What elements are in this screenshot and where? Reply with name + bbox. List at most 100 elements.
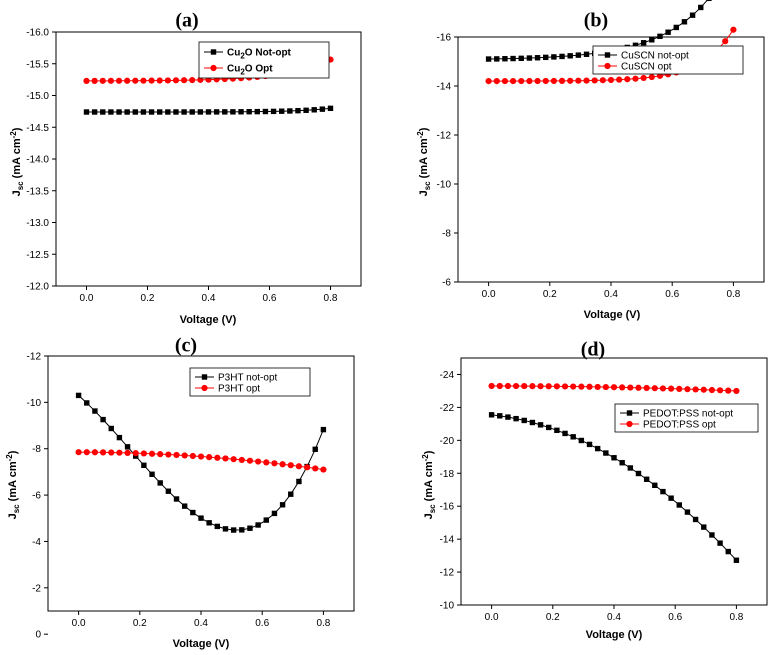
data-point: [108, 449, 115, 456]
series-line: [491, 414, 737, 561]
panel-b: (b) 0.0 0.2 0.4 0.6 0.8 -6 -8 -10 -12 -14 -16 Voltag…: [416, 0, 765, 321]
data-point: [263, 517, 269, 523]
data-point: [632, 75, 639, 82]
y-title-close: ): [7, 450, 19, 454]
y-tick-label: -12.5: [26, 250, 49, 261]
data-point: [91, 77, 98, 84]
y-title-subscript: sc: [423, 181, 432, 190]
data-point: [529, 383, 536, 390]
data-point: [279, 502, 286, 508]
panel-label: (a): [175, 10, 198, 32]
x-tick-label: 0.2: [141, 293, 155, 304]
legend-marker: [626, 420, 633, 428]
data-point: [529, 419, 536, 426]
y-axis-title: Jsc (mA cm-2): [421, 450, 437, 519]
x-tick-label: 0.6: [255, 618, 269, 629]
data-point: [676, 385, 683, 393]
data-point: [488, 412, 495, 418]
data-point: [567, 77, 574, 84]
data-point: [246, 109, 252, 115]
y-title-unit: (mA cm: [418, 138, 430, 181]
x-axis-title: Voltage (V): [173, 638, 230, 650]
data-point: [640, 40, 647, 46]
data-point: [698, 4, 704, 11]
y-title-unit: (mA cm: [11, 138, 23, 181]
data-point: [222, 526, 229, 532]
data-point: [132, 450, 139, 457]
legend-marker: [210, 49, 217, 55]
legend-marker: [604, 62, 611, 70]
series-pedot-pss-not-opt: [488, 412, 740, 563]
data-point: [99, 449, 107, 456]
data-point: [561, 383, 569, 390]
data-point: [603, 450, 609, 456]
x-tick-label: 0.6: [263, 293, 277, 304]
x-tick-label: 0.4: [194, 618, 208, 629]
data-point: [537, 422, 544, 428]
data-point: [288, 491, 294, 497]
legend-marker: [626, 410, 633, 416]
legend-label: PEDOT:PSS opt: [643, 420, 716, 431]
y-title-close: ): [418, 127, 430, 131]
y-title-unit: (mA cm: [423, 461, 435, 504]
data-point: [107, 77, 114, 84]
x-tick-label: 0.8: [316, 618, 330, 629]
data-point: [124, 109, 130, 115]
data-point: [197, 453, 205, 460]
data-point: [504, 382, 512, 390]
data-point: [173, 496, 180, 502]
x-tick-label: 0.0: [80, 293, 94, 304]
data-point: [165, 109, 171, 115]
data-point: [594, 445, 601, 452]
data-point: [643, 476, 650, 482]
data-point: [230, 456, 237, 463]
data-point: [534, 77, 541, 85]
data-point: [181, 503, 188, 509]
data-point: [717, 540, 723, 546]
data-point: [497, 413, 503, 419]
y-title-superscript: -2: [9, 131, 18, 139]
data-point: [689, 12, 696, 18]
x-tick-label: 0.2: [133, 618, 147, 629]
data-point: [205, 109, 212, 115]
x-axis-title: Voltage (V): [584, 309, 641, 321]
y-title-close: ): [11, 127, 23, 131]
data-point: [733, 557, 740, 563]
data-point: [148, 109, 155, 115]
legend-label: Cu2O Not-opt: [227, 48, 292, 61]
data-point: [303, 107, 309, 113]
y-tick-label: -16.0: [26, 28, 49, 39]
y-title-superscript: -2: [416, 131, 425, 139]
data-point: [165, 451, 172, 458]
x-tick-label: 0.2: [543, 289, 557, 300]
data-point: [485, 78, 492, 85]
data-point: [206, 520, 212, 526]
legend-label: PEDOT:PSS not-opt: [643, 409, 733, 420]
data-point: [198, 515, 204, 521]
data-point: [510, 55, 516, 62]
legend-label: P3HT opt: [218, 384, 260, 395]
data-point: [706, 0, 712, 2]
data-point: [279, 108, 285, 114]
data-point: [570, 434, 576, 440]
y-title-unit: (mA cm: [7, 461, 19, 504]
y-tick-label: -14: [440, 535, 455, 546]
panel-label: (d): [581, 339, 605, 361]
data-point: [312, 465, 319, 472]
data-point: [83, 449, 90, 456]
data-point: [545, 383, 552, 390]
legend-box: [198, 41, 330, 79]
legend-label-rest: O Opt: [245, 64, 273, 75]
data-point: [668, 385, 675, 392]
data-point: [722, 38, 729, 45]
y-tick-label: -10: [440, 601, 455, 612]
data-point: [230, 527, 237, 533]
data-point: [502, 56, 508, 62]
data-point: [173, 109, 179, 115]
data-point: [100, 416, 106, 423]
data-point: [673, 24, 679, 31]
data-point: [570, 383, 577, 390]
x-tick-label: 0.0: [482, 289, 496, 300]
data-point: [157, 480, 163, 486]
